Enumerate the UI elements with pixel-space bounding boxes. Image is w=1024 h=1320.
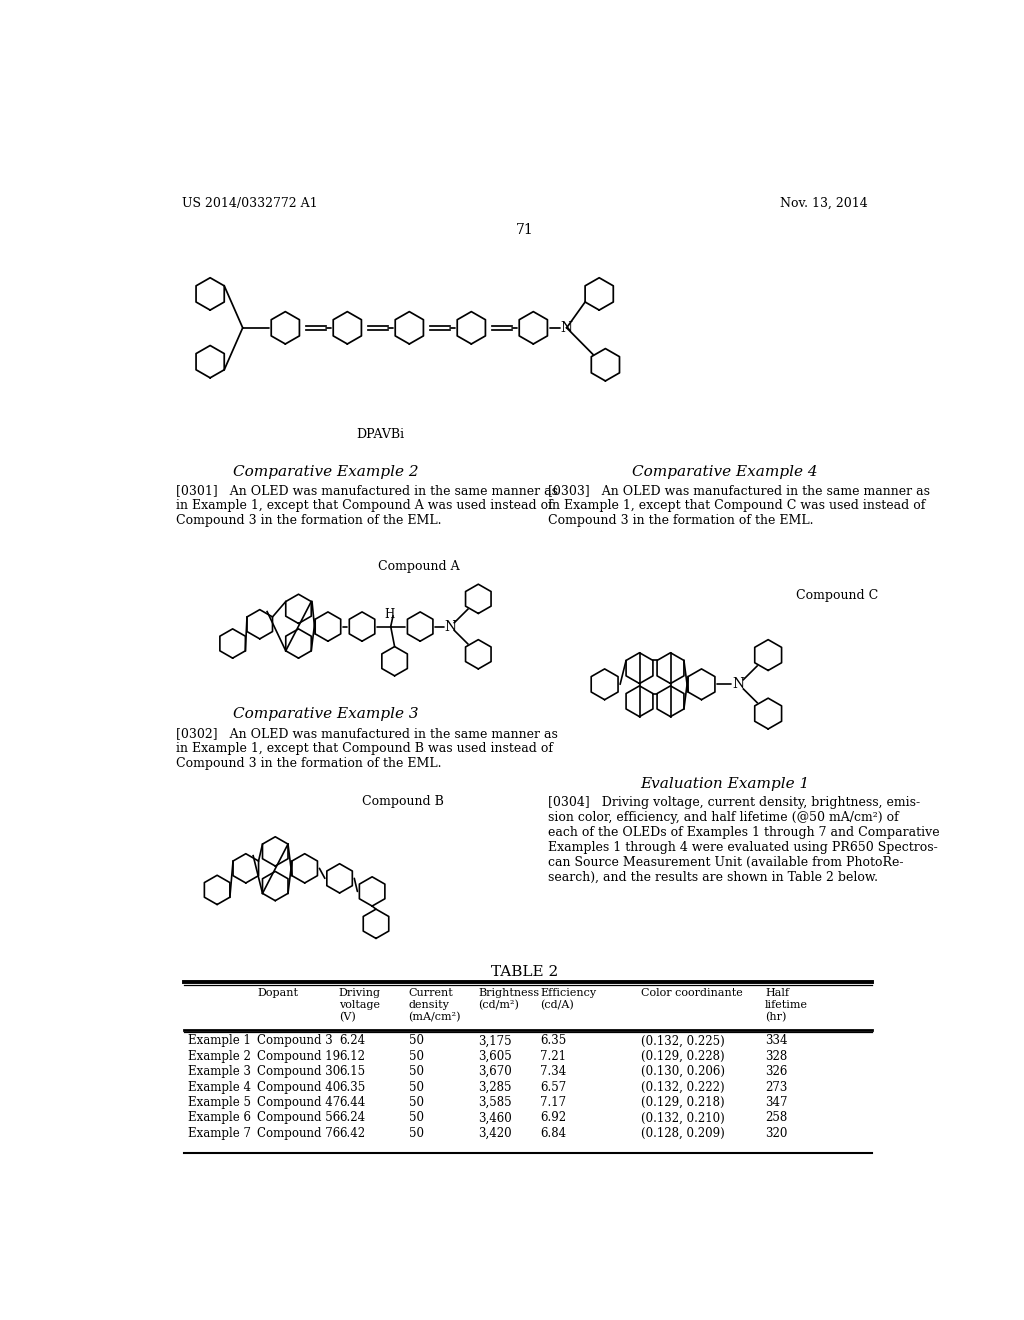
Text: [0304]   Driving voltage, current density, brightness, emis-
sion color, efficie: [0304] Driving voltage, current density,…: [548, 796, 940, 884]
Text: Example 6: Example 6: [187, 1111, 251, 1125]
Text: (0.130, 0.206): (0.130, 0.206): [641, 1065, 725, 1078]
Text: Compound 19: Compound 19: [257, 1049, 341, 1063]
Text: Comparative Example 3: Comparative Example 3: [232, 708, 419, 722]
Text: 6.92: 6.92: [541, 1111, 566, 1125]
Text: (0.132, 0.222): (0.132, 0.222): [641, 1081, 725, 1093]
Text: Half
lifetime
(hr): Half lifetime (hr): [765, 989, 808, 1022]
Text: 6.42: 6.42: [339, 1127, 365, 1139]
Text: Compound 47: Compound 47: [257, 1096, 341, 1109]
Text: Compound 40: Compound 40: [257, 1081, 341, 1093]
Text: (0.129, 0.228): (0.129, 0.228): [641, 1049, 725, 1063]
Text: Example 3: Example 3: [187, 1065, 251, 1078]
Text: 6.57: 6.57: [541, 1081, 566, 1093]
Text: 320: 320: [765, 1127, 787, 1139]
Text: 273: 273: [765, 1081, 787, 1093]
Text: 3,285: 3,285: [478, 1081, 512, 1093]
Text: Comparative Example 4: Comparative Example 4: [632, 465, 817, 479]
Text: Nov. 13, 2014: Nov. 13, 2014: [780, 197, 868, 210]
Text: Compound A: Compound A: [378, 560, 460, 573]
Text: Compound 56: Compound 56: [257, 1111, 341, 1125]
Text: Evaluation Example 1: Evaluation Example 1: [640, 776, 809, 791]
Text: Compound 30: Compound 30: [257, 1065, 341, 1078]
Text: 50: 50: [409, 1049, 424, 1063]
Text: Compound C: Compound C: [796, 589, 879, 602]
Text: 7.34: 7.34: [541, 1065, 566, 1078]
Text: (0.132, 0.210): (0.132, 0.210): [641, 1111, 725, 1125]
Text: Example 7: Example 7: [187, 1127, 251, 1139]
Text: N: N: [444, 619, 457, 634]
Text: Comparative Example 2: Comparative Example 2: [232, 465, 419, 479]
Text: Example 1: Example 1: [187, 1035, 251, 1047]
Text: H: H: [384, 607, 394, 620]
Text: Current
density
(mA/cm²): Current density (mA/cm²): [409, 989, 461, 1022]
Text: 258: 258: [765, 1111, 787, 1125]
Text: 3,670: 3,670: [478, 1065, 512, 1078]
Text: US 2014/0332772 A1: US 2014/0332772 A1: [182, 197, 317, 210]
Text: Example 2: Example 2: [187, 1049, 251, 1063]
Text: Dopant: Dopant: [257, 989, 298, 998]
Text: 50: 50: [409, 1127, 424, 1139]
Text: [0301]   An OLED was manufactured in the same manner as
in Example 1, except tha: [0301] An OLED was manufactured in the s…: [176, 484, 558, 527]
Text: 71: 71: [516, 223, 534, 238]
Text: Example 4: Example 4: [187, 1081, 251, 1093]
Text: 6.24: 6.24: [339, 1035, 365, 1047]
Text: Efficiency
(cd/A): Efficiency (cd/A): [541, 989, 596, 1010]
Text: 50: 50: [409, 1065, 424, 1078]
Text: DPAVBi: DPAVBi: [355, 428, 403, 441]
Text: N: N: [560, 321, 572, 335]
Text: 3,175: 3,175: [478, 1035, 512, 1047]
Text: 326: 326: [765, 1065, 787, 1078]
Text: 334: 334: [765, 1035, 787, 1047]
Text: Compound 3: Compound 3: [257, 1035, 333, 1047]
Text: (0.132, 0.225): (0.132, 0.225): [641, 1035, 725, 1047]
Text: TABLE 2: TABLE 2: [492, 965, 558, 979]
Text: [0302]   An OLED was manufactured in the same manner as
in Example 1, except tha: [0302] An OLED was manufactured in the s…: [176, 726, 558, 770]
Text: 50: 50: [409, 1096, 424, 1109]
Text: 328: 328: [765, 1049, 787, 1063]
Text: 3,585: 3,585: [478, 1096, 512, 1109]
Text: 7.21: 7.21: [541, 1049, 566, 1063]
Text: 6.84: 6.84: [541, 1127, 566, 1139]
Text: (0.128, 0.209): (0.128, 0.209): [641, 1127, 725, 1139]
Text: Color coordinante: Color coordinante: [641, 989, 742, 998]
Text: [0303]   An OLED was manufactured in the same manner as
in Example 1, except tha: [0303] An OLED was manufactured in the s…: [548, 484, 930, 527]
Text: (0.129, 0.218): (0.129, 0.218): [641, 1096, 725, 1109]
Text: 6.24: 6.24: [339, 1111, 365, 1125]
Text: 50: 50: [409, 1081, 424, 1093]
Text: 6.12: 6.12: [339, 1049, 365, 1063]
Text: N: N: [732, 677, 744, 692]
Text: 3,460: 3,460: [478, 1111, 512, 1125]
Text: 7.17: 7.17: [541, 1096, 566, 1109]
Text: Brightness
(cd/m²): Brightness (cd/m²): [478, 989, 540, 1010]
Text: 50: 50: [409, 1035, 424, 1047]
Text: Compound 76: Compound 76: [257, 1127, 341, 1139]
Text: 6.35: 6.35: [541, 1035, 566, 1047]
Text: 3,605: 3,605: [478, 1049, 512, 1063]
Text: Driving
voltage
(V): Driving voltage (V): [339, 989, 381, 1022]
Text: 6.35: 6.35: [339, 1081, 365, 1093]
Text: Compound B: Compound B: [362, 795, 444, 808]
Text: 6.44: 6.44: [339, 1096, 365, 1109]
Text: Example 5: Example 5: [187, 1096, 251, 1109]
Text: 6.15: 6.15: [339, 1065, 365, 1078]
Text: 50: 50: [409, 1111, 424, 1125]
Text: 347: 347: [765, 1096, 787, 1109]
Text: 3,420: 3,420: [478, 1127, 512, 1139]
